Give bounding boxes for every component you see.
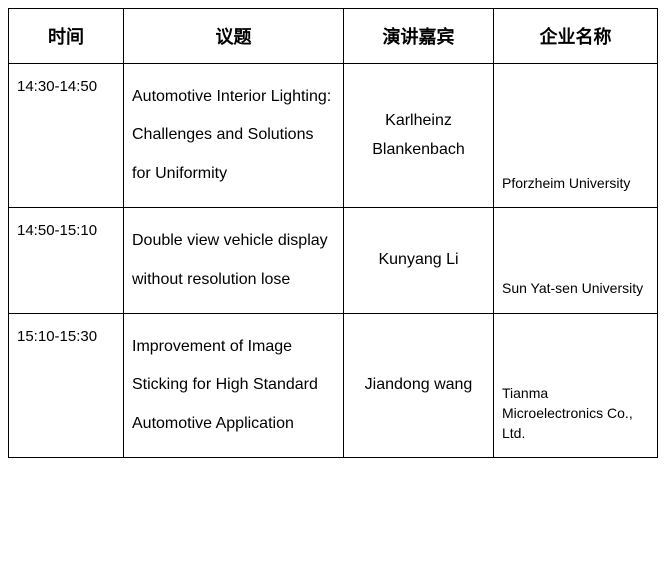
cell-company: Pforzheim University (494, 64, 658, 208)
cell-topic: Double view vehicle display without reso… (124, 208, 344, 314)
cell-company: Tianma Microelectronics Co., Ltd. (494, 313, 658, 457)
cell-speaker: Karlheinz Blankenbach (344, 64, 494, 208)
table-row: 14:50-15:10 Double view vehicle display … (9, 208, 658, 314)
header-time: 时间 (9, 9, 124, 64)
header-company: 企业名称 (494, 9, 658, 64)
cell-topic: Improvement of Image Sticking for High S… (124, 313, 344, 457)
table-header-row: 时间 议题 演讲嘉宾 企业名称 (9, 9, 658, 64)
table-row: 15:10-15:30 Improvement of Image Stickin… (9, 313, 658, 457)
cell-speaker: Kunyang Li (344, 208, 494, 314)
cell-speaker: Jiandong wang (344, 313, 494, 457)
cell-time: 14:30-14:50 (9, 64, 124, 208)
schedule-table: 时间 议题 演讲嘉宾 企业名称 14:30-14:50 Automotive I… (8, 8, 658, 458)
cell-topic: Automotive Interior Lighting: Challenges… (124, 64, 344, 208)
cell-company: Sun Yat-sen University (494, 208, 658, 314)
header-speaker: 演讲嘉宾 (344, 9, 494, 64)
cell-time: 15:10-15:30 (9, 313, 124, 457)
table-row: 14:30-14:50 Automotive Interior Lighting… (9, 64, 658, 208)
cell-time: 14:50-15:10 (9, 208, 124, 314)
header-topic: 议题 (124, 9, 344, 64)
